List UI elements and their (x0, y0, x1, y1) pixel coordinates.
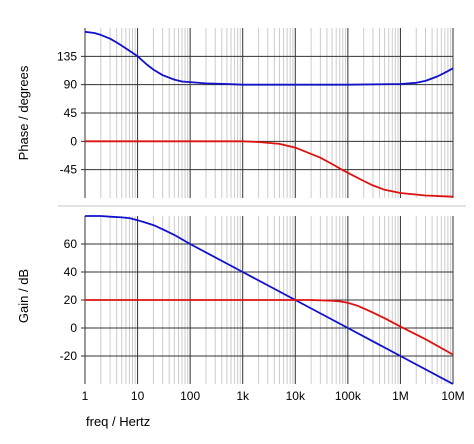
y-tick-label: 60 (64, 237, 78, 251)
y-tick-label: 40 (64, 265, 78, 279)
gain-axis-title: Gain / dB (16, 269, 31, 323)
phase-panel: 135 90 45 0 -45 (57, 28, 454, 198)
x-tick-label: 10k (286, 389, 306, 403)
x-tick-label: 10 (131, 389, 145, 403)
gain-panel: 60 40 20 0 -20 1 10 100 1k 10k 100k 1M 10M (60, 215, 465, 403)
x-axis-title: freq / Hertz (86, 414, 150, 429)
x-tick-label: 100 (180, 389, 200, 403)
y-tick-label: 0 (70, 134, 77, 148)
phase-series-line-1 (84, 30, 454, 86)
x-tick-label: 100k (335, 389, 362, 403)
y-tick-label: 90 (64, 78, 78, 92)
y-tick-label: 135 (57, 49, 77, 63)
y-tick-label: -45 (60, 163, 78, 177)
phase-axis-title: Phase / degrees (16, 65, 31, 160)
y-tick-label: -20 (60, 349, 78, 363)
y-tick-label: 45 (64, 106, 78, 120)
x-tick-label: 1 (82, 389, 89, 403)
x-tick-label: 10M (441, 389, 464, 403)
y-tick-label: 0 (70, 321, 77, 335)
x-tick-label: 1M (392, 389, 409, 403)
gain-series-line-2 (85, 299, 454, 356)
phase-series-line-2 (85, 140, 454, 198)
x-tick-label: 1k (236, 389, 250, 403)
y-tick-label: 20 (64, 293, 78, 307)
gain-series-line-1 (85, 215, 454, 385)
